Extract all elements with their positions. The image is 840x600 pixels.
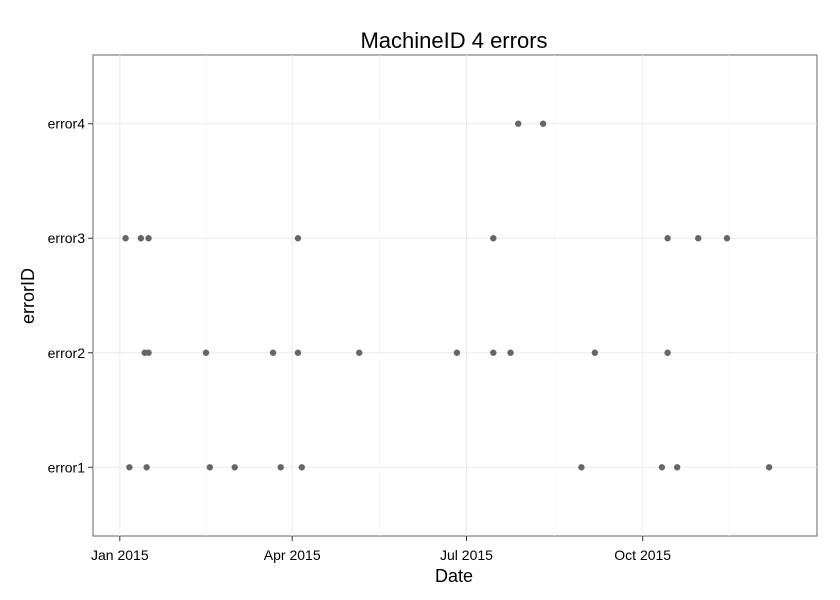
data-point <box>515 120 522 127</box>
data-point <box>269 349 277 356</box>
data-point <box>723 235 731 242</box>
x-axis-title: Date <box>435 566 473 586</box>
data-point <box>695 235 702 242</box>
chart-title: MachineID 4 errors <box>360 28 547 53</box>
data-point <box>664 349 671 356</box>
data-point <box>539 120 547 127</box>
x-tick-label: Jan 2015 <box>91 547 149 563</box>
data-point <box>578 464 585 471</box>
plot-panel <box>92 54 818 537</box>
y-axis-title: errorID <box>18 268 38 324</box>
data-point <box>765 464 773 471</box>
data-point <box>673 464 681 471</box>
y-tick-label: error4 <box>48 116 86 132</box>
data-point <box>202 349 210 356</box>
data-points <box>122 120 773 471</box>
data-point <box>145 349 152 356</box>
data-point <box>664 235 671 242</box>
data-point <box>507 349 514 356</box>
data-point <box>490 235 497 242</box>
data-point <box>490 349 497 356</box>
data-point <box>143 464 150 471</box>
data-point <box>145 235 152 242</box>
x-axis: Jan 2015 Apr 2015 Jul 2015 Oct 2015 <box>91 536 671 563</box>
x-tick-label: Jul 2015 <box>440 547 493 563</box>
data-point <box>356 349 363 356</box>
y-tick-label: error3 <box>48 230 86 246</box>
data-point <box>658 464 666 471</box>
y-tick-label: error1 <box>48 459 86 475</box>
data-point <box>231 464 238 471</box>
x-tick-label: Apr 2015 <box>264 547 321 563</box>
data-point <box>453 349 461 356</box>
y-axis: error1 error2 error3 error4 <box>48 116 93 475</box>
data-point <box>206 464 214 471</box>
data-point <box>137 235 145 242</box>
x-tick-label: Oct 2015 <box>614 547 671 563</box>
grid-lines <box>93 55 817 536</box>
data-point <box>294 349 302 356</box>
y-tick-label: error2 <box>48 345 86 361</box>
data-point <box>591 349 599 356</box>
data-point <box>294 235 302 242</box>
data-point <box>126 464 133 471</box>
data-point <box>122 235 129 242</box>
data-point <box>298 464 305 471</box>
data-point <box>277 464 284 471</box>
